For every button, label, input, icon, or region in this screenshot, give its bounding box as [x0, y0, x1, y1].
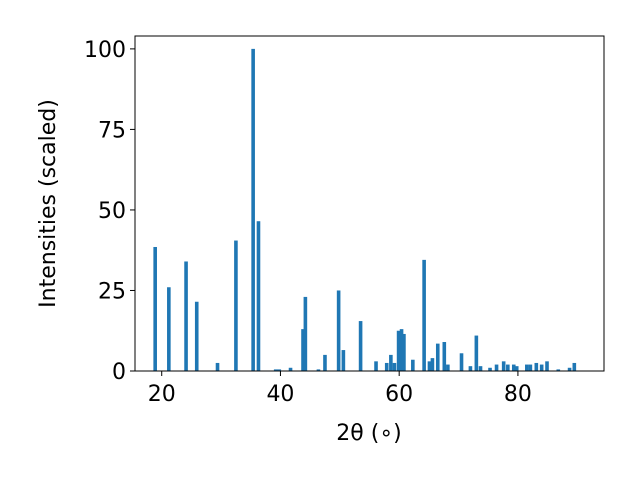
bar — [534, 362, 539, 371]
y-axis: 0 25 50 75 100 — [84, 38, 135, 385]
bar — [153, 246, 157, 371]
bar — [459, 353, 464, 371]
bar — [194, 301, 199, 371]
bar — [468, 366, 473, 371]
bar — [494, 364, 499, 371]
bar — [399, 329, 404, 372]
bar — [251, 48, 255, 371]
bar — [277, 369, 282, 371]
bar — [539, 364, 544, 371]
plot-frame — [134, 35, 605, 372]
bar — [506, 364, 510, 371]
bar — [511, 364, 516, 371]
bar — [384, 362, 389, 371]
bar — [488, 367, 492, 371]
bar — [435, 343, 440, 371]
bar — [167, 287, 171, 371]
bar — [256, 221, 261, 371]
x-tick-label: 40 — [266, 382, 294, 407]
bar — [273, 369, 278, 371]
bar — [422, 259, 426, 371]
bars-group — [153, 48, 577, 372]
bar — [402, 333, 406, 371]
bar — [215, 362, 220, 371]
x-axis-label: 2θ (∘) — [336, 421, 401, 446]
y-tick-label: 75 — [98, 118, 126, 143]
bar — [430, 358, 435, 371]
bar — [396, 330, 401, 371]
y-tick-label: 0 — [112, 360, 126, 385]
bar — [392, 362, 397, 371]
y-tick-label: 50 — [98, 199, 126, 224]
bar — [336, 290, 341, 371]
bar — [301, 329, 305, 372]
bar — [358, 321, 363, 371]
bar — [442, 342, 447, 371]
x-axis: 20 40 60 80 — [148, 371, 532, 407]
bar — [474, 335, 479, 371]
bar — [427, 361, 432, 371]
bar — [234, 240, 238, 371]
bar — [446, 364, 450, 371]
y-axis-label: Intensities (scaled) — [36, 99, 61, 308]
bar — [572, 362, 577, 371]
x-tick-label: 80 — [504, 382, 532, 407]
bar — [556, 369, 561, 371]
y-tick-label: 100 — [84, 38, 126, 63]
x-tick-label: 60 — [385, 382, 413, 407]
bar — [341, 350, 346, 371]
bar — [528, 364, 533, 371]
bar — [514, 366, 519, 371]
bar — [184, 261, 188, 371]
bar — [288, 367, 293, 371]
bar — [374, 361, 378, 371]
bar — [303, 296, 308, 371]
y-tick-label: 25 — [98, 279, 126, 304]
bar — [316, 369, 321, 371]
bar — [567, 367, 572, 371]
bar — [389, 354, 393, 371]
bar — [501, 361, 506, 371]
bar — [545, 361, 549, 371]
x-tick-label: 20 — [148, 382, 176, 407]
bar — [478, 366, 483, 371]
bar — [411, 359, 415, 371]
bar — [323, 354, 327, 371]
bar — [525, 364, 529, 371]
